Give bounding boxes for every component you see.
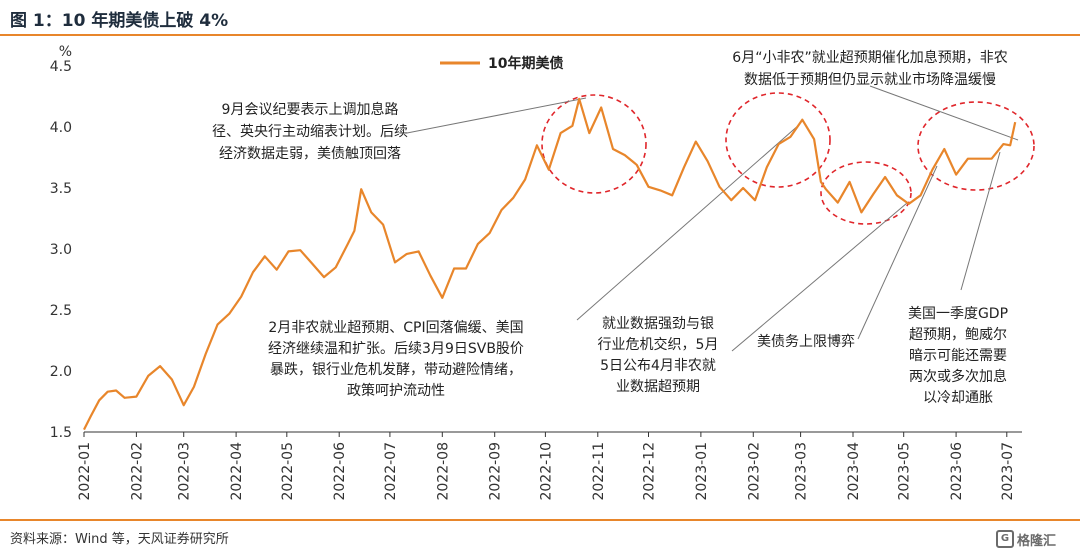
legend: 10年期美债 bbox=[440, 55, 563, 72]
y-axis-unit: % bbox=[59, 44, 72, 60]
x-tick-label: 2023-04 bbox=[846, 442, 862, 501]
highlight-circle bbox=[541, 94, 647, 194]
highlight-circles bbox=[541, 92, 1035, 225]
chart-axes bbox=[83, 431, 1022, 437]
highlight-circle bbox=[820, 161, 912, 225]
x-tick-label: 2022-04 bbox=[229, 442, 245, 501]
x-tick-label: 2022-02 bbox=[129, 442, 145, 501]
x-tick-label: 2022-12 bbox=[641, 442, 657, 501]
y-tick-label: 4.0 bbox=[50, 120, 72, 136]
y-tick-label: 2.0 bbox=[50, 364, 72, 380]
figure-title: 图 1：10 年期美债上破 4% bbox=[10, 11, 229, 31]
leader-line bbox=[406, 97, 587, 134]
legend-label: 10年期美债 bbox=[488, 55, 563, 72]
x-tick-label: 2022-11 bbox=[591, 442, 607, 501]
highlight-circle bbox=[725, 92, 831, 188]
x-tick-label: 2022-05 bbox=[280, 442, 296, 501]
x-tick-label: 2022-08 bbox=[435, 442, 451, 501]
annotation-text: 9月会议纪要表示上调加息路径、英央行主动缩表计划。后续经济数据走弱，美债触顶回落 bbox=[212, 101, 408, 162]
x-tick-label: 2023-07 bbox=[1000, 442, 1016, 501]
x-tick-label: 2022-06 bbox=[332, 442, 348, 501]
yield-line-chart: 1.5 2.0 2.5 3.0 3.5 4.0 4.5% 2022-01 2022-02 2022… bbox=[50, 44, 1035, 501]
annotation-leaders bbox=[406, 85, 1019, 352]
series-lines bbox=[83, 97, 1017, 431]
x-tick-label: 2023-05 bbox=[897, 442, 913, 501]
annotation-text: 就业数据强劲与银行业危机交织，5月 5日公布4月非农就业数据超预期 bbox=[598, 316, 719, 395]
x-tick-label: 2023-06 bbox=[949, 442, 965, 501]
top-rule bbox=[0, 34, 1080, 36]
leader-line bbox=[960, 151, 1001, 291]
series-line-10y-treasury bbox=[83, 97, 1017, 431]
leader-line bbox=[731, 202, 908, 352]
x-tick-label: 2023-03 bbox=[794, 442, 810, 501]
annotations: 9月会议纪要表示上调加息路径、英央行主动缩表计划。后续经济数据走弱，美债触顶回落… bbox=[212, 49, 1008, 406]
x-tick-label: 2023-01 bbox=[694, 442, 710, 501]
y-tick-label: 2.5 bbox=[50, 303, 72, 319]
y-tick-label: 3.0 bbox=[50, 242, 72, 258]
x-tick-label: 2022-10 bbox=[538, 442, 554, 501]
y-tick-label: 4.5 bbox=[50, 59, 72, 75]
annotation-text: 2月非农就业超预期、CPI回落偏缓、美国经济继续温和扩张。后续3月9日SVB股价… bbox=[268, 320, 524, 399]
highlight-circle bbox=[917, 101, 1035, 191]
y-tick-label: 1.5 bbox=[50, 425, 72, 441]
x-tick-label: 2022-07 bbox=[383, 442, 399, 501]
annotation-text: 美债务上限博弈 bbox=[757, 333, 855, 350]
x-tick-label: 2022-09 bbox=[488, 442, 504, 501]
bottom-rule bbox=[0, 519, 1080, 521]
annotation-text: 6月“小非农”就业超预期催化加息预期，非农数据低于预期但仍显示就业市场降温缓慢 bbox=[732, 49, 1007, 88]
watermark-text: 格隆汇 bbox=[1017, 533, 1057, 549]
annotation-text: 美国一季度GDP 超预期，鲍威尔暗示可能还需要两次或多次加息以冷却通胀 bbox=[908, 306, 1008, 406]
leader-line bbox=[857, 165, 938, 340]
source-note: 资料来源：Wind 等，天风证券研究所 bbox=[10, 532, 229, 547]
leader-line bbox=[576, 123, 801, 321]
x-tick-label: 2022-03 bbox=[177, 442, 193, 501]
x-tick-label: 2023-02 bbox=[746, 442, 762, 501]
y-tick-label: 3.5 bbox=[50, 181, 72, 197]
tick-labels: 1.5 2.0 2.5 3.0 3.5 4.0 4.5% 2022-01 2022-02 2022… bbox=[50, 44, 1016, 501]
watermark-logo: G 格隆汇 bbox=[996, 529, 1070, 549]
watermark-icon: G bbox=[996, 530, 1014, 548]
leader-line bbox=[869, 85, 1019, 141]
x-tick-label: 2022-01 bbox=[77, 442, 93, 501]
